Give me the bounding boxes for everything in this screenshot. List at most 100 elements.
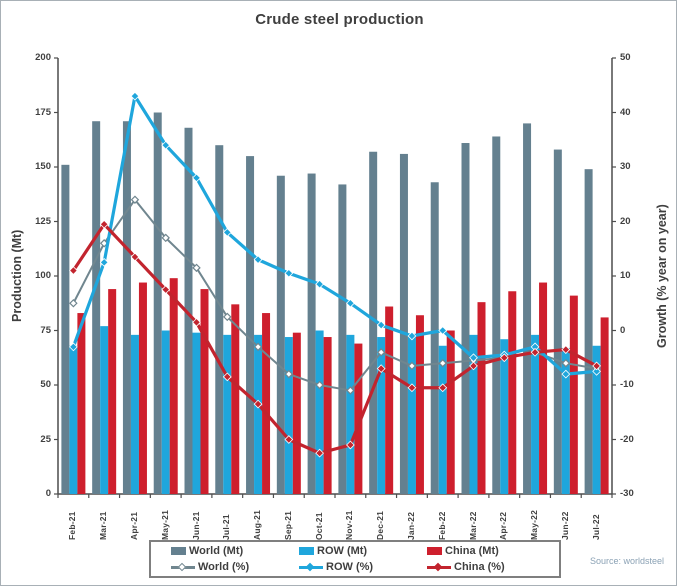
legend-label: ROW (Mt) — [317, 545, 368, 557]
marker-world--jan-22 — [407, 361, 417, 371]
x-axis-tick-label: May-22 — [529, 509, 540, 540]
legend-item-china-mt: China (Mt) — [427, 545, 555, 557]
left-axis-tick-label: 100 — [35, 270, 51, 281]
bar-world-mt--mar-21 — [92, 121, 101, 494]
source-note: Source: worldsteel — [589, 556, 664, 566]
legend-item-world-pct: World (%) — [171, 561, 299, 573]
bar-china-mt--feb-22 — [446, 330, 455, 494]
bar-row-mt--may-21 — [161, 330, 170, 494]
legend-label: China (Mt) — [445, 545, 499, 557]
left-axis-tick-label: 125 — [35, 215, 51, 227]
right-axis-tick-label: -30 — [620, 488, 634, 499]
marker-row--dec-21 — [376, 320, 386, 330]
marker-row--jan-22 — [407, 331, 417, 341]
marker-row--mar-21 — [99, 258, 109, 267]
left-axis-title: Production (Mt) — [10, 229, 24, 323]
bar-china-mt--oct-21 — [323, 337, 332, 494]
left-axis-tick-label: 150 — [35, 161, 51, 172]
bar-row-mt--sep-21 — [284, 337, 293, 494]
marker-world--jun-22 — [561, 358, 571, 368]
bar-world-mt--jul-22 — [584, 169, 593, 494]
legend-item-row-mt: ROW (Mt) — [299, 545, 427, 557]
bar-row-mt--mar-21 — [100, 326, 109, 494]
bar-china-mt--jul-22 — [600, 317, 609, 494]
x-axis-tick-label: Nov-21 — [344, 510, 355, 540]
x-axis-tick-label: Jul-22 — [590, 514, 601, 540]
bar-china-mt--jan-22 — [415, 315, 424, 494]
bar-world-mt--jun-21 — [184, 127, 193, 494]
legend-line-world-pct-icon — [171, 562, 195, 572]
right-axis-title: Growth (% year on year) — [655, 204, 669, 348]
x-axis-tick-label: Jul-21 — [221, 514, 232, 540]
marker-row--aug-21 — [253, 255, 263, 265]
marker-world--jun-21 — [192, 263, 201, 273]
bar-china-mt--sep-21 — [292, 332, 301, 494]
legend-swatch-world-mt-icon — [171, 547, 186, 555]
marker-china--mar-22 — [469, 361, 478, 371]
legend-swatch-row-mt-icon — [299, 547, 314, 555]
bar-row-mt--oct-21 — [315, 330, 324, 494]
legend-item-world-mt: World (Mt) — [171, 545, 299, 557]
marker-world--may-21 — [161, 233, 170, 243]
legend: World (Mt) ROW (Mt) China (Mt) World (%)… — [149, 540, 561, 578]
marker-china--aug-21 — [253, 399, 263, 409]
marker-world--oct-21 — [315, 380, 324, 390]
marker-china--may-22 — [530, 347, 540, 357]
x-axis-tick-label: Jan-22 — [405, 511, 416, 540]
bar-row-mt--mar-22 — [469, 334, 478, 494]
bar-china-mt--mar-22 — [477, 302, 486, 494]
x-axis-tick-label: Sep-21 — [282, 510, 293, 540]
right-axis-tick-label: -10 — [620, 379, 634, 390]
right-axis-tick-label: 40 — [620, 106, 631, 118]
marker-row--feb-22 — [438, 326, 448, 335]
marker-china--mar-21 — [99, 219, 109, 229]
bar-world-mt--nov-21 — [338, 184, 347, 494]
left-axis-tick-label: 75 — [40, 324, 51, 336]
marker-row--jul-21 — [222, 228, 232, 237]
bar-china-mt--may-21 — [169, 278, 178, 494]
line-row- — [71, 94, 599, 376]
x-axis-tick-label: Apr-22 — [498, 511, 509, 540]
x-axis-tick-label: May-21 — [159, 509, 170, 540]
bar-world-mt--aug-21 — [246, 156, 255, 494]
bar-row-mt--feb-22 — [438, 345, 447, 494]
left-axis-tick-label: 25 — [40, 433, 51, 445]
bar-world-mt--jan-22 — [399, 153, 408, 495]
marker-world--feb-21 — [69, 299, 78, 308]
marker-world--jul-21 — [223, 312, 232, 322]
x-axis-tick-label: Feb-21 — [67, 511, 78, 540]
marker-china--apr-21 — [130, 252, 140, 262]
bar-china-mt--apr-21 — [138, 282, 147, 494]
legend-label: World (Mt) — [189, 545, 244, 557]
bar-world-mt--dec-21 — [369, 151, 378, 495]
marker-china--may-21 — [161, 285, 171, 294]
marker-china--nov-21 — [346, 440, 355, 450]
bar-world-mt--feb-21 — [61, 164, 70, 494]
bar-world-mt--oct-21 — [307, 173, 316, 495]
legend-swatch-china-mt-icon — [427, 547, 442, 555]
marker-row--sep-21 — [284, 268, 294, 278]
bar-row-mt--jul-22 — [592, 345, 601, 494]
left-axis-tick-label: 175 — [35, 106, 51, 118]
marker-row--jul-22 — [592, 367, 601, 376]
bar-china-mt--apr-22 — [508, 291, 517, 494]
bar-china-mt--jul-21 — [231, 304, 240, 494]
marker-china--jun-22 — [561, 345, 571, 354]
marker-row--feb-21 — [69, 342, 78, 352]
bar-china-mt--aug-21 — [262, 313, 271, 494]
marker-world--aug-21 — [253, 342, 263, 352]
bar-world-mt--sep-21 — [276, 175, 285, 494]
marker-china--feb-21 — [69, 266, 78, 275]
x-axis-tick-label: Apr-21 — [128, 511, 139, 540]
bar-row-mt--jan-22 — [407, 334, 416, 494]
bar-world-mt--apr-22 — [492, 136, 501, 495]
bar-row-mt--aug-21 — [254, 334, 263, 494]
right-axis-tick-label: 0 — [620, 324, 626, 336]
bar-row-mt--may-22 — [531, 334, 540, 494]
bar-china-mt--nov-21 — [354, 343, 363, 494]
bar-china-mt--mar-21 — [108, 289, 117, 494]
left-axis-tick-label: 50 — [40, 379, 51, 390]
x-axis-tick-label: Dec-21 — [375, 510, 386, 540]
marker-row--nov-21 — [346, 298, 355, 308]
